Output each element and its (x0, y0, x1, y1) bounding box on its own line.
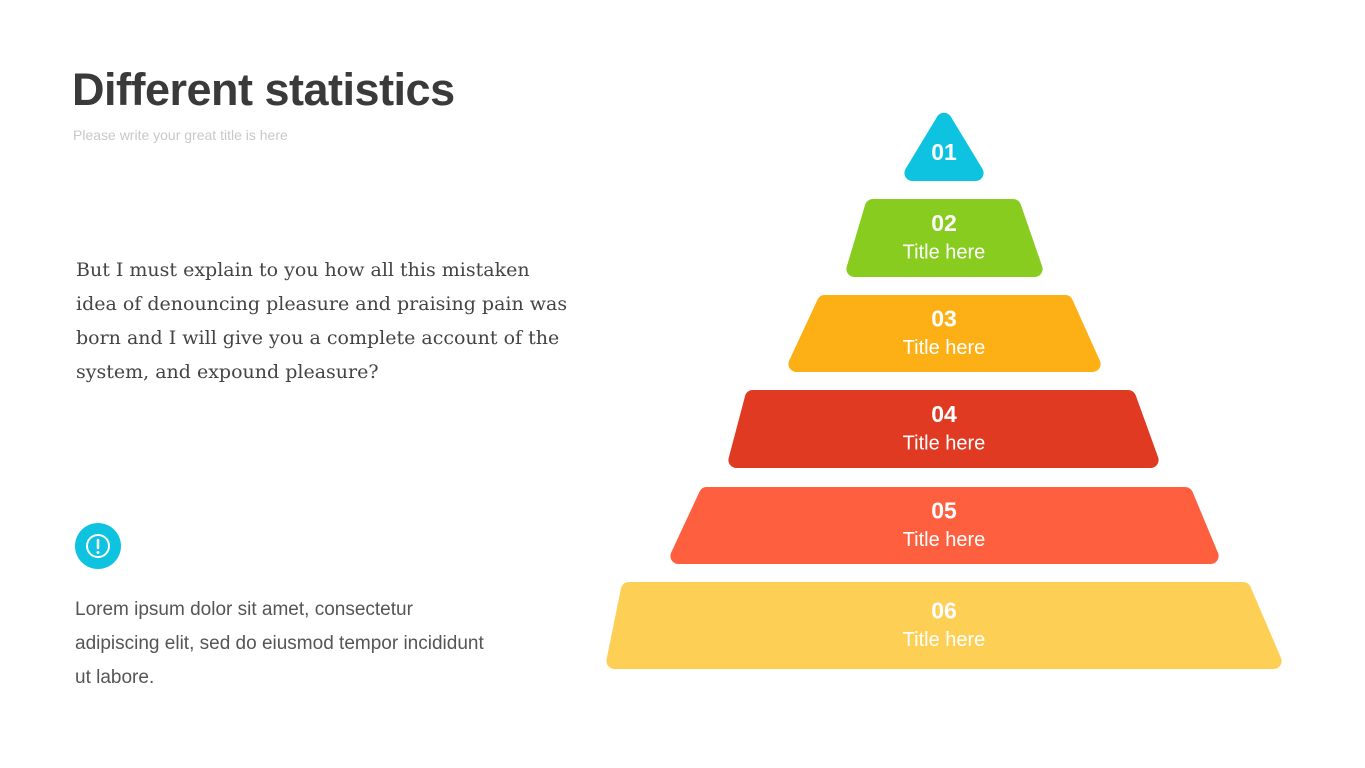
level-label: Title here (903, 529, 986, 551)
pyramid-level (788, 295, 1101, 372)
note: Lorem ipsum dolor sit amet, consectetur … (75, 599, 484, 688)
level-label: Title here (903, 337, 986, 359)
pyramid-level (728, 390, 1159, 468)
level-number: 04 (931, 401, 957, 427)
title: Different statistics (72, 64, 455, 115)
icon-ring (86, 534, 110, 558)
level-number: 02 (931, 210, 957, 236)
pyramid-level (670, 487, 1219, 564)
paragraph: But I must explain to you how all this m… (76, 259, 568, 383)
level-label: Title here (903, 432, 986, 454)
subtitle: Please write your great title is here (73, 127, 288, 143)
level-number: 06 (931, 598, 957, 624)
icon-dot (96, 551, 100, 554)
level-label: Title here (903, 241, 986, 263)
pyramid-level (846, 199, 1043, 277)
pyramid-level (606, 582, 1282, 669)
level-label: Title here (903, 629, 986, 651)
pyramid-level (904, 112, 984, 181)
level-number: 05 (931, 498, 957, 524)
level-number: 03 (931, 306, 957, 332)
info-icon (75, 523, 121, 569)
level-number: 01 (931, 139, 957, 165)
